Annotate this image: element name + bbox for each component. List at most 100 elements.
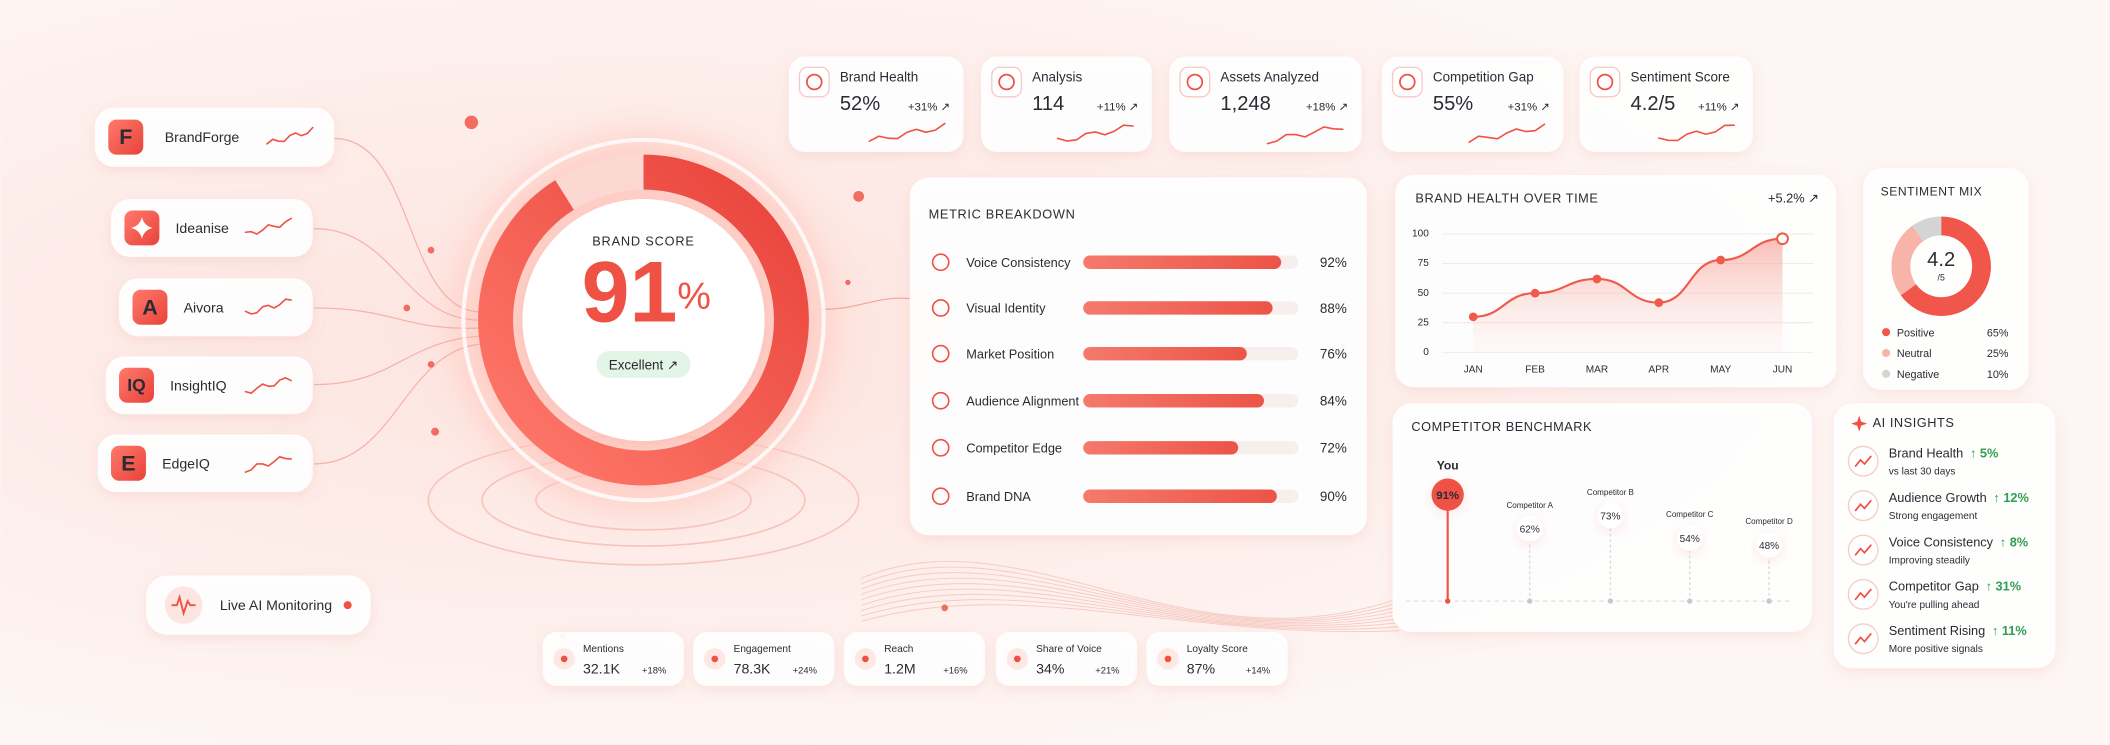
sentiment-card bbox=[1863, 168, 2029, 390]
insights-card bbox=[1833, 403, 2056, 669]
insight-change: ↑ 31% bbox=[1986, 579, 2022, 594]
benchmark-base-dot bbox=[1687, 598, 1693, 604]
wave-line bbox=[861, 604, 1400, 633]
bottom-metric-value: 87% bbox=[1187, 660, 1216, 676]
metric-label: Audience Alignment bbox=[966, 393, 1079, 408]
kpi-label: Sentiment Score bbox=[1631, 70, 1730, 85]
benchmark-value: 91% bbox=[1436, 490, 1459, 502]
benchmark-name: Competitor A bbox=[1506, 501, 1553, 510]
wave-line bbox=[861, 588, 1400, 627]
benchmark-value: 73% bbox=[1600, 512, 1620, 523]
metric-label: Visual Identity bbox=[966, 301, 1046, 316]
metric-icon bbox=[931, 438, 950, 457]
particle bbox=[427, 361, 435, 368]
live-icon-bg bbox=[164, 586, 203, 624]
bottom-metric-value: 32.1K bbox=[583, 660, 620, 676]
particle bbox=[427, 246, 435, 254]
brand-initial: IQ bbox=[127, 375, 145, 395]
metric-icon bbox=[931, 344, 950, 363]
metric-value: 76% bbox=[1320, 347, 1347, 362]
wave-line bbox=[861, 583, 1400, 625]
brand-icon bbox=[108, 119, 144, 155]
particle bbox=[431, 427, 440, 436]
benchmark-title: COMPETITOR BENCHMARK bbox=[1411, 419, 1592, 434]
benchmark-name: You bbox=[1437, 459, 1459, 473]
insight-icon-glyph bbox=[1854, 455, 1872, 468]
donut-segment bbox=[1891, 216, 1991, 317]
brand-sparkline bbox=[244, 455, 292, 473]
insight-note: Strong engagement bbox=[1889, 511, 1978, 522]
metric-label: Brand DNA bbox=[966, 489, 1031, 504]
score-value: 91 bbox=[582, 244, 678, 340]
legend-label: Negative bbox=[1897, 369, 1939, 381]
insight-title: Voice Consistency bbox=[1889, 535, 1994, 550]
insight-icon bbox=[1847, 445, 1879, 477]
line-chart-change: +5.2% ↗ bbox=[1768, 190, 1819, 205]
benchmark-bubble bbox=[1431, 478, 1464, 511]
legend-dot bbox=[1882, 369, 1891, 378]
x-tick-label: APR bbox=[1648, 364, 1669, 375]
connector bbox=[821, 297, 910, 310]
kpi-change: +11% ↗ bbox=[1097, 102, 1138, 114]
wave-line bbox=[861, 599, 1400, 630]
connector bbox=[314, 228, 480, 321]
kpi-value: 1,248 bbox=[1220, 93, 1270, 115]
sentiment-title: SENTIMENT MIX bbox=[1881, 185, 1983, 199]
kpi-card bbox=[788, 56, 964, 152]
line-point bbox=[1716, 255, 1726, 265]
live-icon bbox=[171, 593, 196, 617]
bottom-metric-value: 1.2M bbox=[884, 660, 915, 676]
metric-bar bbox=[1083, 489, 1277, 503]
benchmark-base-dot bbox=[1444, 598, 1451, 604]
y-tick-label: 50 bbox=[1418, 288, 1430, 299]
metric-bar bbox=[1083, 441, 1239, 455]
kpi-label: Analysis bbox=[1032, 70, 1082, 85]
insight-icon bbox=[1847, 490, 1879, 522]
kpi-value: 4.2/5 bbox=[1631, 93, 1676, 115]
kpi-value: 55% bbox=[1433, 93, 1473, 115]
benchmark-base-dot bbox=[1527, 598, 1533, 604]
brand-pill bbox=[119, 278, 313, 337]
line-point bbox=[1592, 274, 1602, 284]
x-tick-label: FEB bbox=[1525, 364, 1545, 375]
kpi-label: Assets Analyzed bbox=[1220, 70, 1319, 85]
line-series bbox=[1473, 237, 1783, 318]
kpi-sparkline bbox=[1056, 124, 1134, 142]
benchmark-value: 54% bbox=[1680, 534, 1700, 545]
y-tick-label: 75 bbox=[1418, 258, 1430, 269]
benchmark-value: 48% bbox=[1759, 541, 1779, 552]
brand-icon bbox=[119, 367, 155, 403]
benchmark-base-dot bbox=[1607, 598, 1614, 604]
brand-pill bbox=[94, 107, 335, 167]
brand-sparkline bbox=[266, 126, 314, 145]
brand-star bbox=[131, 217, 153, 239]
legend-value: 10% bbox=[1987, 369, 2009, 381]
metric-bar bbox=[1083, 301, 1273, 315]
insight-title: Brand Health bbox=[1889, 446, 1964, 461]
kpi-icon bbox=[1179, 66, 1211, 98]
particle bbox=[941, 604, 949, 612]
kpi-icon-glyph bbox=[1596, 73, 1614, 91]
bottom-metric-glyph bbox=[1164, 655, 1172, 663]
line-area bbox=[1473, 238, 1783, 353]
benchmark-bubble bbox=[1597, 502, 1624, 529]
bottom-metric-glyph bbox=[711, 655, 719, 663]
brand-initial: A bbox=[142, 295, 158, 319]
legend-value: 25% bbox=[1987, 348, 2009, 360]
metric-bar bbox=[1083, 255, 1282, 269]
benchmark-bubble bbox=[1676, 525, 1703, 551]
bottom-metric-card bbox=[995, 632, 1138, 686]
kpi-label: Brand Health bbox=[840, 70, 918, 85]
kpi-sparkline bbox=[1657, 124, 1735, 142]
metric-value: 88% bbox=[1320, 301, 1347, 316]
particle bbox=[464, 115, 479, 130]
line-point bbox=[1468, 312, 1478, 322]
bottom-metric-value: 78.3K bbox=[734, 660, 771, 676]
bottom-metric-card bbox=[1146, 632, 1288, 686]
score-unit: % bbox=[677, 274, 710, 316]
kpi-sparkline bbox=[1468, 123, 1546, 143]
connector bbox=[334, 137, 480, 313]
bottom-metric-label: Mentions bbox=[583, 644, 624, 655]
